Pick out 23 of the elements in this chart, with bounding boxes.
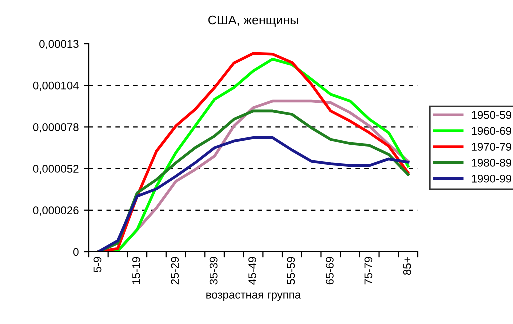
x-tick-label: 25-29 [171, 257, 180, 285]
y-tick-label: 0,000104 [33, 82, 79, 92]
line-series [97, 136, 410, 252]
x-axis-title: возрастная группа [206, 292, 302, 302]
x-tick-label: 15-19 [132, 257, 140, 284]
legend-label: 1990-99 [472, 174, 512, 183]
legend-label: 1950-59 [472, 111, 512, 120]
legend-label: 1980-89 [472, 159, 512, 167]
x-tick-label: 65-69 [326, 257, 334, 285]
legend-label: 1970-79 [472, 143, 512, 151]
x-tick-label: 45-49 [248, 257, 256, 285]
x-tick-label: 35-39 [210, 257, 218, 285]
x-tick-label: 5-9 [94, 257, 102, 272]
y-tick-label: 0,00013 [40, 40, 79, 50]
x-tick-label: 55-59 [287, 257, 296, 285]
y-tick-label: 0,000052 [33, 165, 79, 174]
y-tick-label: 0,000078 [33, 123, 79, 133]
y-tick-label: 0,000026 [33, 206, 79, 216]
legend-label: 1960-69 [472, 127, 512, 136]
y-tick-label: 0 [74, 248, 79, 256]
x-tick-label: 75-79 [364, 257, 373, 285]
x-tick-label: 85+ [403, 257, 412, 276]
chart-title: США, женщины [208, 16, 298, 28]
